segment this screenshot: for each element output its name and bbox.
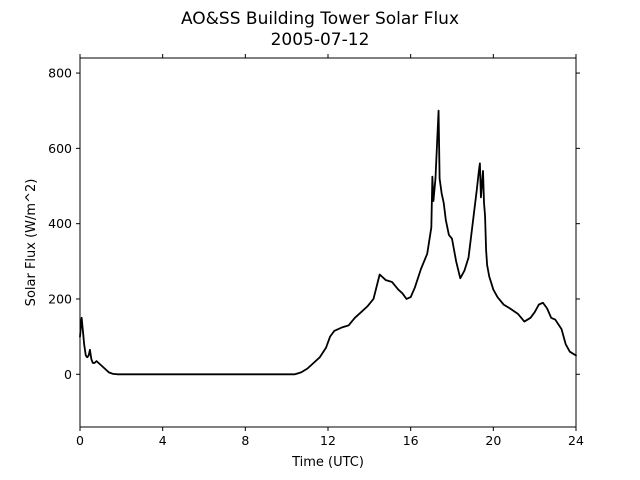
x-tick-label: 8	[241, 433, 249, 448]
series-line-0	[79, 109, 577, 376]
x-tick-label: 16	[403, 433, 419, 448]
plot-frame	[79, 57, 577, 428]
x-axis-label: Time (UTC)	[291, 455, 364, 470]
x-tick-label: 20	[485, 433, 501, 448]
series-layer	[79, 109, 577, 376]
x-tick-label: 0	[76, 433, 84, 448]
y-tick-label: 0	[64, 367, 72, 382]
x-tick-label: 24	[568, 433, 584, 448]
y-tick-label: 200	[48, 291, 72, 306]
x-tick-label: 12	[320, 433, 336, 448]
y-tick-label: 800	[48, 66, 72, 81]
ticks-layer: 0 4 8 12 16 20 24 0 200 400 600 800	[48, 54, 584, 448]
x-tick-label: 4	[159, 433, 167, 448]
y-axis-label: Solar Flux (W/m^2)	[24, 179, 39, 307]
chart-subtitle: 2005-07-12	[271, 30, 370, 50]
y-tick-label: 400	[48, 216, 72, 231]
chart-title: AO&SS Building Tower Solar Flux	[181, 9, 459, 29]
y-tick-label: 600	[48, 141, 72, 156]
